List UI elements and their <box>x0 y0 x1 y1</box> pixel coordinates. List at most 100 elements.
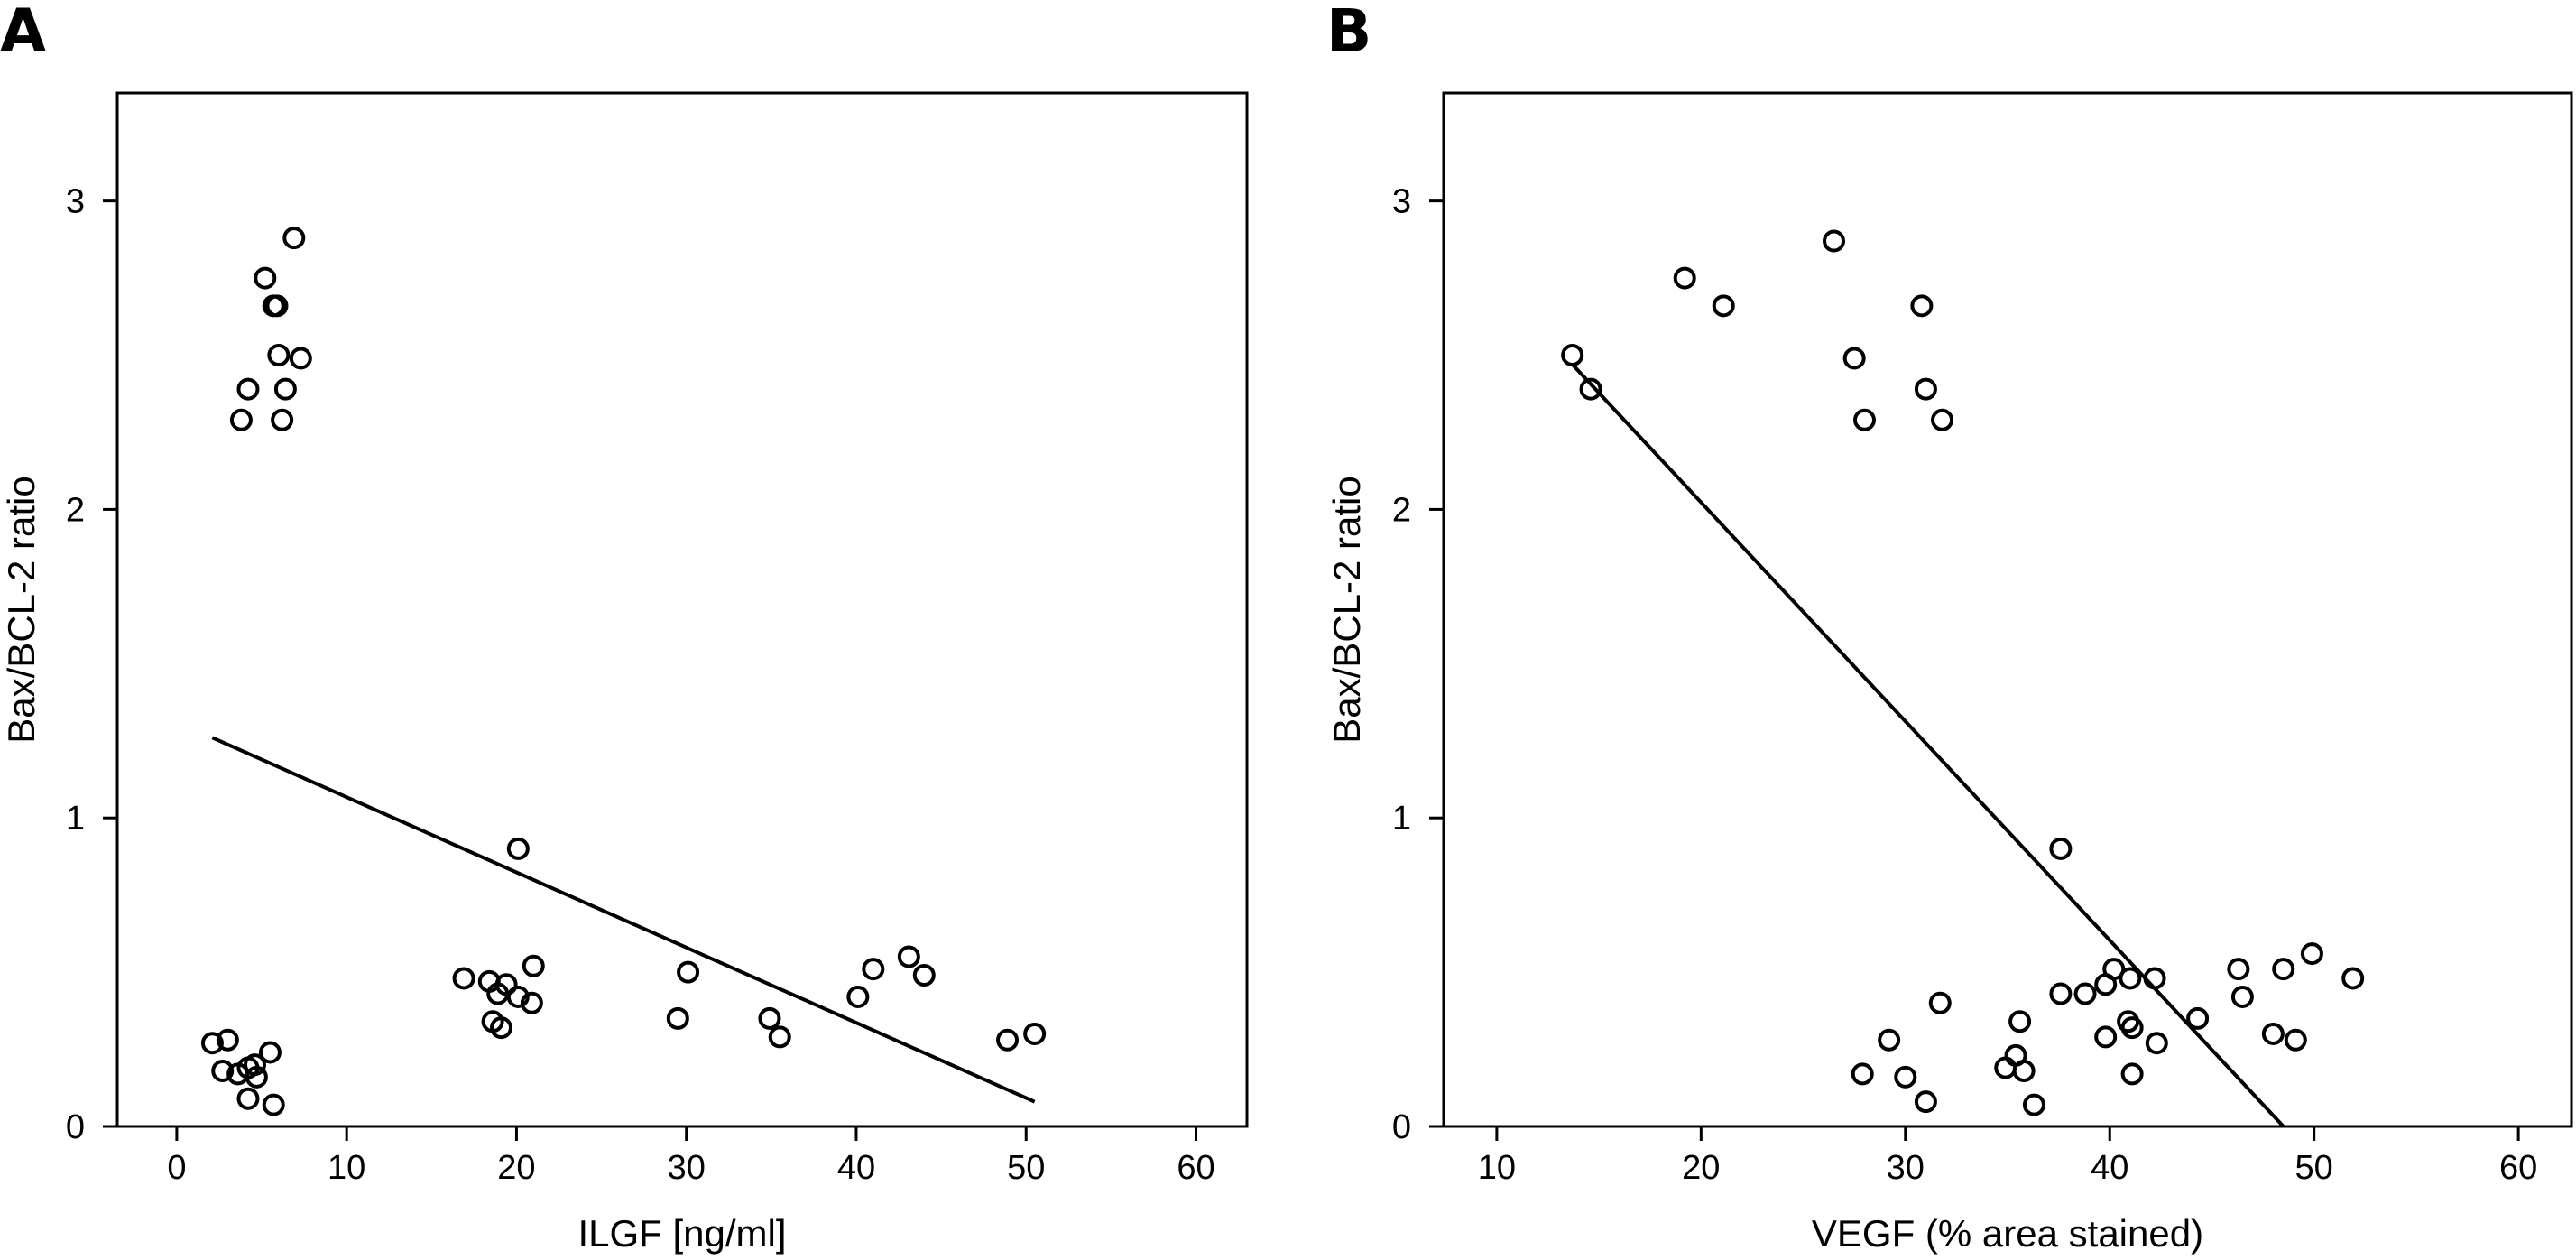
data-point <box>2094 1025 2118 1049</box>
y-tick-label: 3 <box>1392 183 1411 221</box>
x-axis-title: ILGF [ng/ml] <box>577 1212 786 1255</box>
data-point <box>1914 377 1937 401</box>
panel-b: B 10 20 30 40 50 60 0 1 2 3 VEGF (% area stained) Ba… <box>1325 0 2573 1255</box>
panel-a: A 0 10 20 30 40 50 60 0 1 2 3 ILGF [ng/ml] Bax/BCL-2 … <box>0 0 1249 1255</box>
data-point <box>2022 1093 2045 1116</box>
data-point <box>2261 1022 2285 1045</box>
data-point <box>489 1016 512 1040</box>
data-point <box>1712 294 1735 318</box>
regression-line <box>1571 363 2285 1128</box>
data-point <box>2012 1059 2036 1082</box>
y-tick-label: 3 <box>66 183 85 221</box>
data-point <box>996 1028 1020 1052</box>
x-tick-label: 60 <box>1177 1149 1214 1187</box>
x-axis-title: VEGF (% area stained) <box>1812 1212 2203 1255</box>
data-point <box>2049 837 2073 860</box>
panel-letter: A <box>0 0 46 66</box>
data-point <box>758 1006 781 1030</box>
x-tick-label: 60 <box>2499 1149 2537 1187</box>
data-point <box>200 1032 224 1055</box>
data-point <box>289 347 312 370</box>
data-point <box>282 227 306 250</box>
y-tick-label: 2 <box>66 491 85 529</box>
data-point <box>262 1093 285 1116</box>
data-point <box>1994 1056 2017 1079</box>
data-point <box>1928 991 1952 1014</box>
y-axis-title: Bax/BCL-2 ratio <box>1325 476 1368 743</box>
data-point <box>236 1087 260 1110</box>
data-point <box>2341 967 2365 990</box>
data-point <box>1823 229 1846 253</box>
panel-letter: B <box>1326 0 1371 66</box>
data-point <box>271 408 294 431</box>
data-point <box>2227 958 2250 981</box>
data-point <box>1023 1022 1047 1045</box>
data-point <box>506 837 530 860</box>
x-tick-label: 0 <box>167 1149 186 1187</box>
data-point <box>862 958 885 981</box>
data-point <box>236 377 260 401</box>
regression-line <box>211 736 1036 1104</box>
plot-frame <box>1442 91 2573 1128</box>
data-point <box>2073 982 2097 1005</box>
y-axis-title: Bax/BCL-2 ratio <box>0 476 42 743</box>
x-tick-label: 50 <box>2295 1149 2333 1187</box>
data-point <box>1673 266 1696 290</box>
data-point <box>267 344 291 367</box>
data-point <box>846 985 870 1008</box>
data-point <box>1931 408 1954 431</box>
data-point <box>2094 973 2118 996</box>
x-tick-label: 50 <box>1007 1149 1045 1187</box>
x-tick-label: 20 <box>1682 1149 1720 1187</box>
data-point <box>1914 1090 1937 1114</box>
data-point <box>258 1041 282 1064</box>
data-point <box>216 1028 239 1052</box>
y-tick-label: 0 <box>1392 1108 1411 1146</box>
data-point <box>273 377 297 401</box>
x-tick-label: 30 <box>668 1149 706 1187</box>
data-point <box>1842 347 1866 370</box>
data-point <box>666 1006 689 1030</box>
data-point <box>265 294 289 318</box>
data-point <box>211 1059 235 1082</box>
data-point <box>506 985 530 1008</box>
y-tick-label: 2 <box>1392 491 1411 529</box>
data-point <box>229 408 253 431</box>
data-point <box>2008 1010 2032 1033</box>
data-point <box>2120 1062 2144 1086</box>
data-point <box>2143 967 2166 990</box>
data-point <box>1852 408 1876 431</box>
data-point <box>2300 942 2323 966</box>
data-point <box>2186 1006 2210 1030</box>
data-point <box>1561 344 1584 367</box>
data-point <box>912 964 936 987</box>
y-tick-label: 0 <box>66 1108 85 1146</box>
plot-frame <box>115 91 1249 1128</box>
x-tick-label: 30 <box>1887 1149 1925 1187</box>
data-point <box>2119 967 2142 990</box>
data-point <box>897 945 920 968</box>
data-point <box>520 991 543 1014</box>
x-tick-label: 20 <box>497 1149 535 1187</box>
data-point <box>2145 1032 2168 1055</box>
y-tick-label: 1 <box>66 800 85 838</box>
data-point <box>2284 1028 2307 1052</box>
data-point <box>2272 958 2295 981</box>
data-point <box>1579 377 1602 401</box>
data-point <box>2120 1016 2144 1040</box>
data-point <box>1894 1065 1917 1089</box>
data-point <box>1851 1062 1874 1086</box>
data-point <box>254 266 277 290</box>
data-point <box>522 954 545 977</box>
x-tick-label: 40 <box>837 1149 875 1187</box>
data-point <box>486 982 510 1005</box>
data-point <box>452 967 475 990</box>
data-point <box>1910 294 1934 318</box>
data-point <box>768 1025 791 1049</box>
data-point <box>245 1065 268 1089</box>
data-point <box>1878 1028 1901 1052</box>
y-tick-label: 1 <box>1392 800 1411 838</box>
x-tick-label: 10 <box>1478 1149 1516 1187</box>
x-tick-label: 40 <box>2091 1149 2128 1187</box>
